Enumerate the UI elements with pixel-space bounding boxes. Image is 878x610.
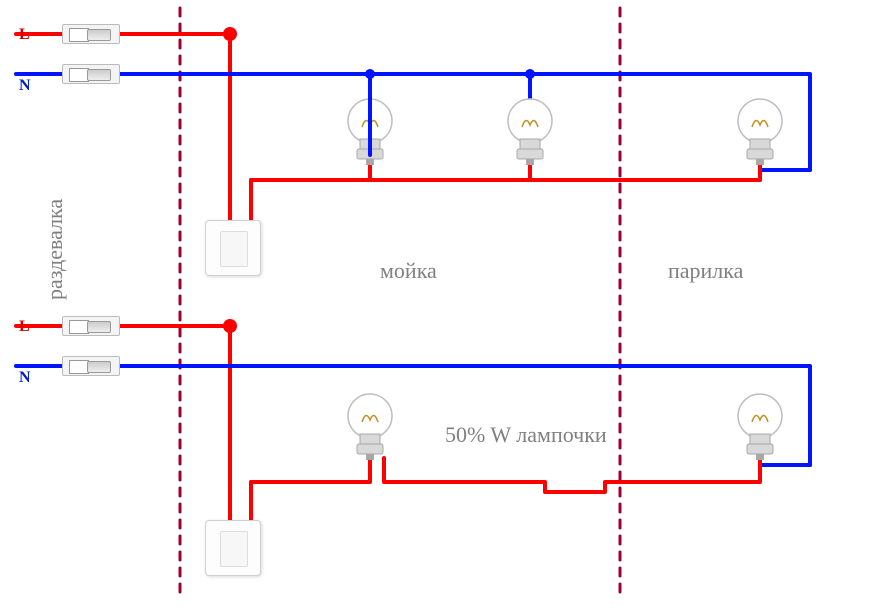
light-switch-top[interactable] [205,220,261,276]
label-room-left: раздевалка [42,130,68,300]
light-switch-bottom[interactable] [205,520,261,576]
breaker-L-top [62,24,120,44]
breaker-N-top [62,64,120,84]
wiring-svg [0,0,878,610]
breaker-L-bottom [62,316,120,336]
label-room-mid: мойка [380,258,437,284]
diagram-stage: раздевалка мойка парилка 50% W лампочки … [0,0,878,610]
label-L-top: L [19,26,30,44]
label-room-right: парилка [668,258,743,284]
label-L-bottom: L [19,318,30,336]
label-N-bottom: N [19,369,31,387]
label-N-top: N [19,77,31,95]
breaker-N-bottom [62,356,120,376]
label-note: 50% W лампочки [445,422,607,448]
